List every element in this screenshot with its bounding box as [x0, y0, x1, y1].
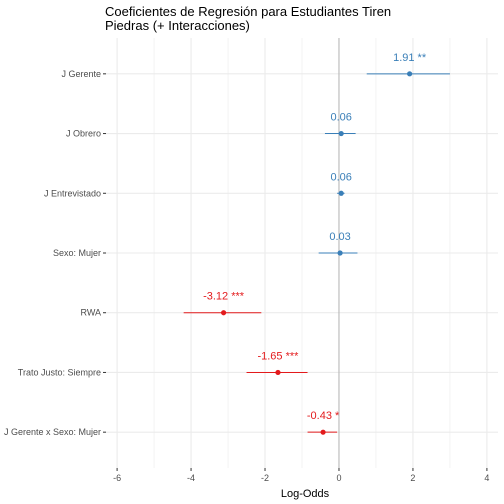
chart-title-line-2: Piedras (+ Interacciones) [105, 18, 250, 33]
x-axis-title: Log-Odds [281, 488, 330, 500]
data-label: -1.65 *** [257, 350, 299, 362]
estimate-point [320, 429, 326, 435]
y-tick-label: J Obrero [66, 129, 101, 139]
estimate-point [407, 71, 413, 77]
y-tick-label: RWA [80, 308, 101, 318]
coefficient-5: -1.65 *** [246, 350, 308, 376]
coefficient-6: -0.43 * [307, 410, 340, 435]
x-tick-label: 2 [410, 473, 415, 483]
coefficient-3: 0.03 [318, 231, 358, 256]
estimate-point [275, 369, 281, 376]
data-label: 0.06 [330, 112, 351, 124]
y-tick-label: J Gerente x Sexo: Mujer [4, 427, 101, 437]
x-tick-label: -2 [261, 473, 269, 483]
x-tick-label: 4 [484, 473, 489, 483]
data-label: 1.91 ** [393, 52, 427, 64]
chart-title-line-1: Coeficientes de Regresión para Estudiant… [105, 4, 391, 19]
estimate-point [337, 250, 343, 256]
y-tick-label: J Gerente [61, 69, 101, 79]
coefficient-0: 1.91 ** [366, 52, 450, 77]
data-label: -3.12 *** [203, 291, 245, 303]
coefficient-4: -3.12 *** [183, 291, 262, 316]
estimate-point [338, 190, 344, 196]
coefficient-marks: 1.91 ** 0.06 0.06 0.03 -3.12 *** -1.65 *** -0.… [183, 52, 450, 435]
x-axis: -6 -4 -2 0 2 4 [113, 468, 489, 483]
estimate-point [338, 130, 344, 137]
y-axis: J Gerente J Obrero J Entrevistado Sexo: Muj… [4, 69, 106, 437]
data-label: 0.06 [330, 171, 351, 183]
y-tick-label: Sexo: Mujer [53, 248, 101, 258]
x-tick-label: -6 [113, 473, 121, 483]
y-tick-label: Trato Justo: Siempre [18, 367, 101, 377]
data-label: 0.03 [329, 231, 350, 243]
x-tick-label: -4 [187, 473, 195, 483]
y-tick-label: J Entrevistado [44, 188, 101, 198]
coefficient-2: 0.06 [330, 171, 352, 196]
estimate-point [221, 310, 227, 316]
coefficient-1: 0.06 [324, 112, 356, 137]
x-tick-label: 0 [336, 473, 341, 483]
data-label: -0.43 * [307, 410, 340, 422]
